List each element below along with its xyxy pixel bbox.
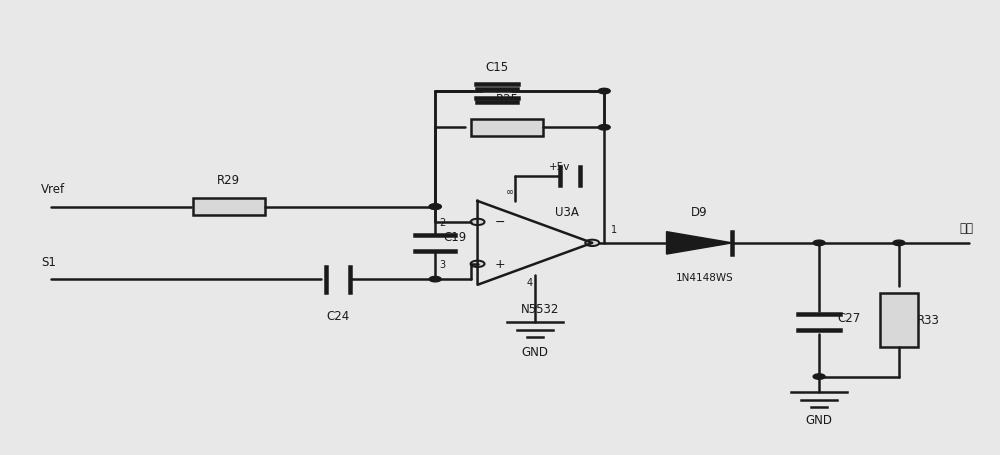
Text: R25: R25: [495, 92, 518, 106]
Text: C24: C24: [327, 309, 350, 322]
Text: D9: D9: [691, 206, 708, 218]
Circle shape: [893, 241, 905, 246]
Circle shape: [429, 204, 441, 210]
Text: S1: S1: [41, 255, 56, 268]
Circle shape: [429, 204, 441, 210]
Text: U3A: U3A: [555, 206, 579, 218]
Text: 3: 3: [440, 259, 446, 269]
Text: C27: C27: [837, 312, 860, 324]
Circle shape: [429, 277, 441, 282]
Circle shape: [813, 241, 825, 246]
Circle shape: [813, 374, 825, 379]
Text: C19: C19: [443, 230, 466, 243]
Text: +: +: [495, 258, 505, 271]
Circle shape: [471, 261, 485, 268]
Circle shape: [598, 89, 610, 95]
Text: 1: 1: [611, 224, 617, 234]
Text: Vref: Vref: [41, 183, 65, 196]
Text: R33: R33: [917, 313, 940, 327]
Text: 4: 4: [527, 278, 533, 288]
Bar: [193, 198, 265, 216]
Text: −: −: [495, 216, 505, 229]
Text: 1N4148WS: 1N4148WS: [676, 273, 733, 283]
Circle shape: [585, 240, 599, 247]
Text: GND: GND: [521, 345, 548, 358]
Text: GND: GND: [806, 413, 833, 426]
Text: R29: R29: [217, 174, 240, 187]
Text: 輸出: 輸出: [960, 221, 974, 234]
Text: ∞: ∞: [506, 187, 514, 197]
Circle shape: [598, 125, 610, 131]
Polygon shape: [667, 232, 732, 254]
Text: 2: 2: [440, 217, 446, 228]
Text: +5v: +5v: [549, 161, 571, 171]
Text: C15: C15: [485, 61, 509, 74]
Bar: [471, 119, 543, 136]
Text: N5532: N5532: [521, 302, 559, 315]
Bar: [880, 293, 918, 347]
Circle shape: [471, 219, 485, 226]
